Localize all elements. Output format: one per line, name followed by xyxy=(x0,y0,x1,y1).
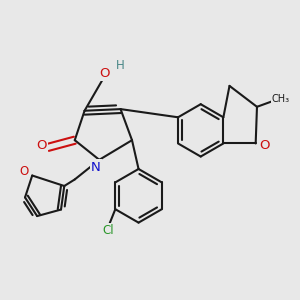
Text: O: O xyxy=(36,139,46,152)
Text: Cl: Cl xyxy=(102,224,114,237)
Text: O: O xyxy=(99,67,110,80)
Text: CH₃: CH₃ xyxy=(272,94,290,103)
Text: H: H xyxy=(116,59,125,72)
Text: O: O xyxy=(20,165,29,178)
Text: N: N xyxy=(91,160,101,173)
Text: O: O xyxy=(260,139,270,152)
